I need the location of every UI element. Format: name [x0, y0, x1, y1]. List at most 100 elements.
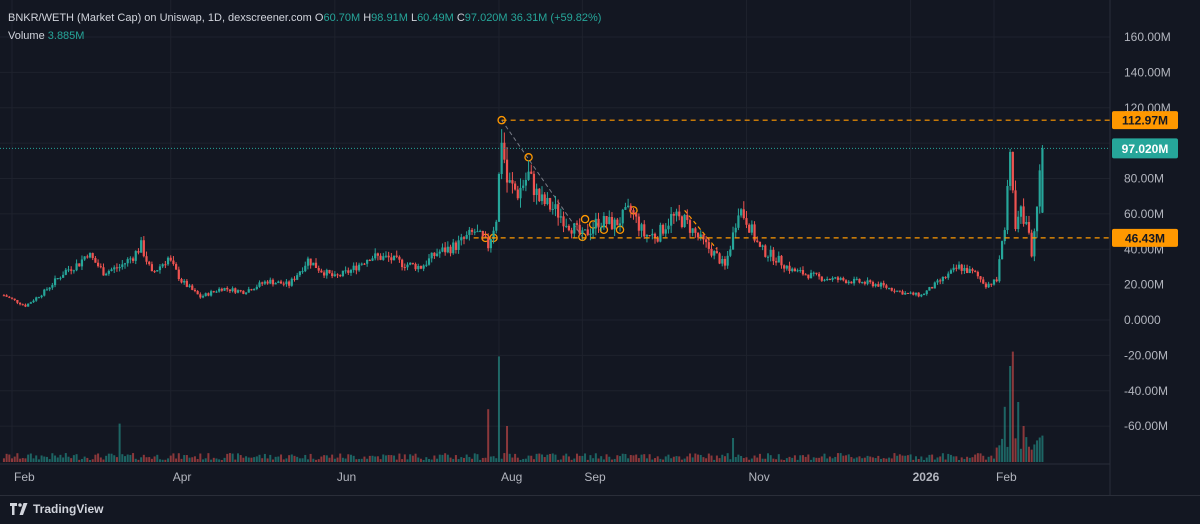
- volume-bar: [645, 458, 648, 462]
- volume-bar: [2, 458, 5, 462]
- volume-bar: [1009, 366, 1012, 462]
- low-label: L: [410, 12, 418, 24]
- candle-body: [871, 281, 875, 287]
- volume-bar: [535, 453, 538, 462]
- x-tick-label: Aug: [501, 470, 522, 484]
- candle-body: [296, 275, 299, 280]
- time-axis[interactable]: Feb Apr Jun Aug Sep Nov 2026 Feb: [14, 470, 1017, 484]
- candle-body: [21, 304, 24, 306]
- volume-bar: [1030, 449, 1033, 462]
- volume-bar: [191, 457, 194, 462]
- volume-bar: [664, 456, 667, 462]
- volume-bar: [99, 457, 102, 462]
- volume-label[interactable]: Volume: [8, 30, 45, 42]
- volume-bar: [56, 457, 59, 462]
- candle-body: [998, 259, 1001, 282]
- volume-bar: [48, 459, 51, 462]
- candle-body: [613, 219, 616, 230]
- volume-bar: [489, 456, 492, 462]
- candle-body: [279, 281, 283, 284]
- candle-body: [939, 280, 942, 282]
- tradingview-brand[interactable]: TradingView: [10, 502, 103, 516]
- candle-body: [185, 280, 188, 287]
- close-label: C: [456, 12, 465, 24]
- volume-line: Volume 3.885M: [8, 27, 601, 45]
- volume-bar: [944, 459, 947, 462]
- candle-body: [984, 283, 988, 288]
- volume-bar: [11, 458, 13, 462]
- candle-body: [713, 251, 716, 256]
- volume-bar: [715, 455, 718, 462]
- volume-bar: [333, 458, 336, 462]
- volume-bar: [436, 458, 439, 462]
- volume-bar: [51, 453, 54, 462]
- volume-bar: [363, 456, 366, 462]
- volume-bar: [395, 459, 398, 462]
- candle-body: [863, 282, 866, 284]
- volume-bar: [188, 457, 191, 462]
- candle-body: [600, 227, 603, 229]
- candle-body: [836, 277, 840, 280]
- candle-body: [317, 267, 320, 271]
- volume-bar: [97, 453, 100, 462]
- candle-body: [341, 270, 345, 276]
- symbol-title[interactable]: BNKR/WETH (Market Cap) on Uniswap, 1D, d…: [8, 12, 312, 24]
- candle-body: [976, 271, 979, 277]
- candle-body: [374, 253, 377, 259]
- volume-bar: [449, 457, 452, 462]
- candle-body: [56, 278, 59, 280]
- candle-body: [277, 281, 280, 284]
- volume-bar: [578, 455, 581, 462]
- candle-body: [145, 256, 148, 262]
- volume-bar: [83, 456, 86, 462]
- candle-body: [18, 302, 22, 305]
- candle-body: [156, 270, 159, 272]
- candle-body: [785, 265, 788, 269]
- volume-bar: [750, 458, 753, 462]
- volume-bar: [1019, 448, 1022, 462]
- volume-bar: [358, 458, 361, 462]
- candle-body: [1022, 206, 1025, 224]
- volume-bar: [371, 455, 374, 462]
- volume-bar: [815, 457, 818, 462]
- volume-bar: [247, 457, 250, 462]
- volume-bar: [59, 454, 62, 462]
- candle-body: [417, 265, 420, 270]
- volume-bar: [586, 459, 589, 462]
- tradingview-logo-icon: [10, 503, 28, 515]
- x-tick-label: Feb: [14, 470, 35, 484]
- candle-body: [72, 270, 75, 272]
- volume-bar: [180, 458, 183, 462]
- volume-bar: [680, 459, 683, 462]
- volume-bar: [156, 454, 159, 462]
- volume-bar: [452, 458, 455, 462]
- candle-body: [896, 290, 899, 292]
- volume-bar: [169, 455, 172, 462]
- candle-body: [131, 258, 135, 261]
- volume-bar: [506, 426, 509, 462]
- volume-bar: [745, 457, 748, 462]
- candle-body: [957, 264, 961, 269]
- candle-body: [589, 233, 592, 236]
- candle-body: [804, 274, 807, 276]
- volume-bar: [148, 457, 151, 462]
- candle-body: [473, 231, 476, 233]
- volume-bar: [901, 455, 904, 462]
- candle-body: [546, 198, 549, 205]
- candle-body: [371, 258, 374, 261]
- volume-bar: [863, 457, 866, 462]
- volume-bar: [559, 459, 562, 462]
- volume-bar: [882, 458, 885, 462]
- candle-body: [982, 279, 985, 284]
- volume-bar: [651, 459, 654, 462]
- candle-body: [500, 142, 503, 174]
- volume-bar: [411, 455, 414, 462]
- candle-body: [1009, 151, 1012, 186]
- candle-body: [936, 280, 939, 283]
- candle-body: [796, 270, 799, 272]
- candle-body: [1014, 190, 1017, 230]
- candle-body: [740, 209, 743, 216]
- volume-bar: [608, 456, 611, 462]
